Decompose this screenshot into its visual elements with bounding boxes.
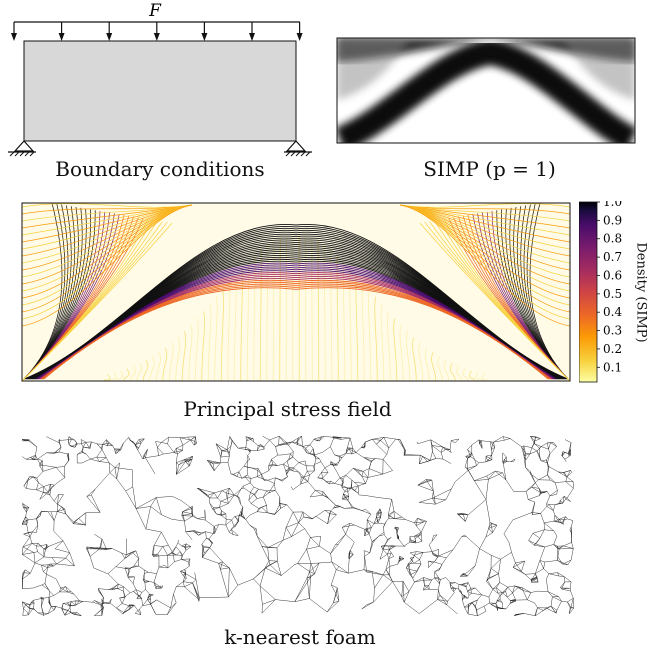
colorbar: 1.0 0.9 0.8 0.7 0.6 0.5 0.4 0.3 0.2 0.1 Density (…: [579, 201, 649, 386]
simp-caption: SIMP (p = 1): [330, 157, 649, 181]
simp-panel: SIMP (p = 1): [330, 0, 649, 190]
boundary-caption: Boundary conditions: [55, 157, 265, 181]
load-arrows: [11, 22, 303, 41]
left-support: [8, 140, 36, 157]
foam-mesh-plot: [22, 436, 574, 616]
colorbar-label: Density (SIMP): [633, 242, 649, 343]
colorbar-tick-label: 0.9: [603, 213, 622, 227]
stress-panel: 1.0 0.9 0.8 0.7 0.6 0.5 0.4 0.3 0.2 0.1 Density (…: [0, 195, 649, 425]
stress-streamline-plot: [21, 202, 571, 382]
stress-caption: Principal stress field: [183, 397, 392, 421]
streamlines: [22, 203, 570, 381]
colorbar-tick-label: 0.6: [603, 268, 622, 282]
colorbar-tick-label: 1.0: [603, 201, 622, 209]
boundary-diagram: F: [8, 1, 312, 157]
boundary-panel: F Boundary conditions: [0, 0, 320, 190]
simp-density-plot: [336, 37, 636, 144]
right-support: [284, 140, 312, 157]
colorbar-tick-label: 0.5: [603, 287, 622, 301]
foam-mesh: [22, 436, 574, 616]
colorbar-tick-label: 0.8: [603, 232, 622, 246]
force-label: F: [148, 1, 162, 21]
beam-domain: [23, 40, 297, 142]
simp-caption-text: SIMP (p = 1): [423, 157, 556, 181]
colorbar-tick-label: 0.2: [603, 342, 622, 356]
colorbar-tick-label: 0.3: [603, 324, 622, 338]
foam-panel: k-nearest foam: [0, 430, 649, 653]
colorbar-graphic: 1.0 0.9 0.8 0.7 0.6 0.5 0.4 0.3 0.2 0.1: [579, 201, 622, 383]
colorbar-tick-label: 0.4: [603, 305, 622, 319]
foam-caption-text: k-nearest foam: [224, 625, 376, 649]
foam-caption: k-nearest foam: [0, 625, 600, 649]
colorbar-tick-label: 0.7: [603, 250, 622, 264]
colorbar-tick-label: 0.1: [603, 360, 622, 374]
